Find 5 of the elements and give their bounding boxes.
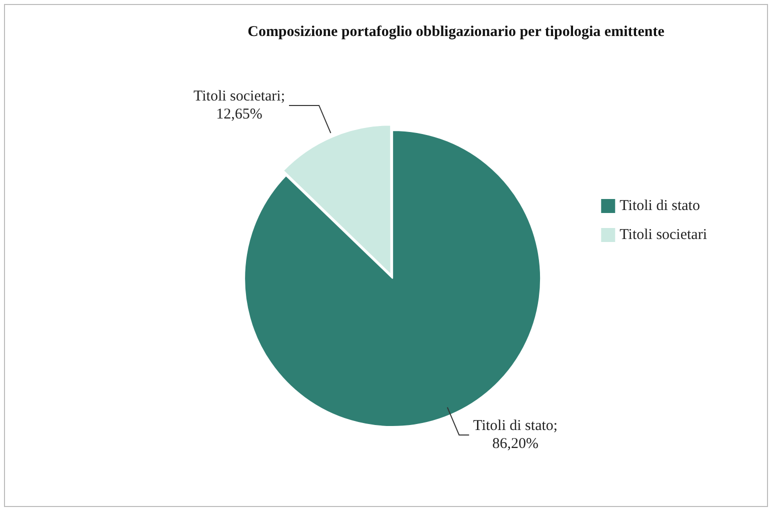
data-label: Titoli societari; 12,65% (193, 88, 286, 122)
legend-label: Titoli societari (620, 226, 708, 243)
data-label: Titoli di stato; 86,20% (473, 418, 558, 452)
chart-title: Composizione portafoglio obbligazionario per tipologia emittente (248, 24, 665, 40)
legend-label: Titoli di stato (620, 198, 700, 214)
